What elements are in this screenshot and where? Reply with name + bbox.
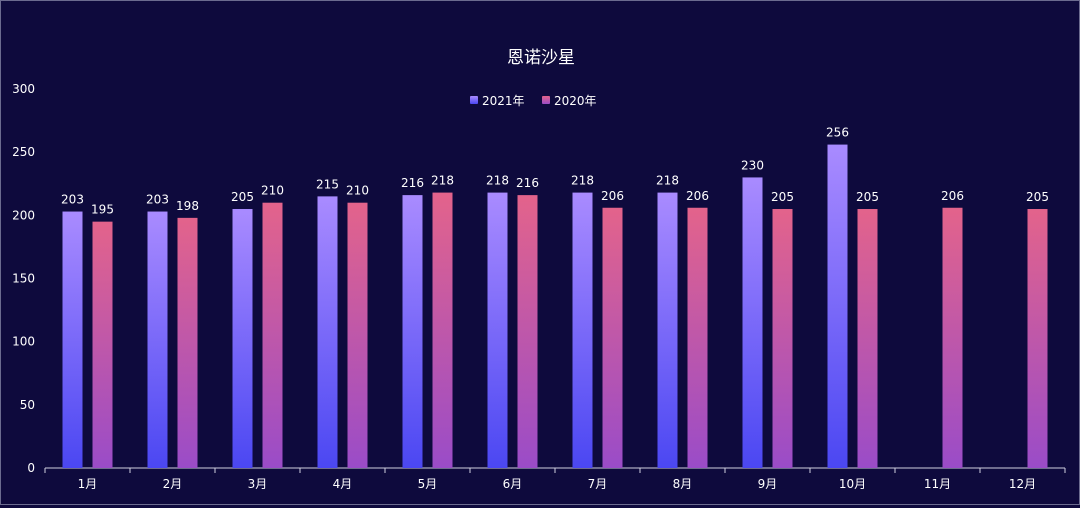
data-labels: 203 195 203 198 205 210 215 210 216 218 218 216 218 2… bbox=[61, 126, 1049, 217]
data-label: 215 bbox=[316, 177, 339, 191]
bar-2021年-4月 bbox=[317, 196, 338, 468]
x-tick-label: 7月 bbox=[588, 477, 608, 491]
data-label: 218 bbox=[571, 174, 594, 188]
data-label: 205 bbox=[231, 190, 254, 204]
x-tick-label: 6月 bbox=[503, 477, 523, 491]
bar-2021年-1月 bbox=[62, 211, 83, 468]
bar-2021年-8月 bbox=[657, 192, 678, 469]
y-tick-label: 300 bbox=[12, 82, 35, 96]
x-tick-label: 1月 bbox=[78, 477, 98, 491]
bar-2020年-5月 bbox=[432, 192, 453, 469]
bar-2021年-7月 bbox=[572, 192, 593, 469]
bar-2021年-5月 bbox=[402, 195, 423, 468]
data-label: 205 bbox=[1026, 190, 1049, 204]
data-label: 210 bbox=[261, 184, 284, 198]
bar-2020年-2月 bbox=[177, 217, 198, 468]
legend-label: 2020年 bbox=[554, 94, 597, 108]
x-tick-label: 3月 bbox=[248, 477, 268, 491]
x-tick-label: 8月 bbox=[673, 477, 693, 491]
data-label: 256 bbox=[826, 126, 849, 140]
data-label: 198 bbox=[176, 199, 199, 213]
legend-label: 2021年 bbox=[482, 94, 525, 108]
data-label: 210 bbox=[346, 184, 369, 198]
data-label: 218 bbox=[431, 174, 454, 188]
bar-2020年-11月 bbox=[942, 207, 963, 468]
bar-2020年-3月 bbox=[262, 202, 283, 468]
bars bbox=[62, 144, 1048, 469]
data-label: 203 bbox=[61, 193, 84, 207]
x-tick-label: 4月 bbox=[333, 477, 353, 491]
bar-2020年-6月 bbox=[517, 195, 538, 468]
x-tick-label: 9月 bbox=[758, 477, 778, 491]
data-label: 206 bbox=[686, 189, 709, 203]
bar-2020年-9月 bbox=[772, 209, 793, 468]
chart-title: 恩诺沙星 bbox=[507, 48, 575, 68]
x-tick-label: 5月 bbox=[418, 477, 438, 491]
y-tick-label: 200 bbox=[12, 208, 35, 222]
data-label: 206 bbox=[601, 189, 624, 203]
x-tick-label: 2月 bbox=[163, 477, 183, 491]
y-tick-label: 250 bbox=[12, 145, 35, 159]
x-tick-label: 12月 bbox=[1009, 477, 1036, 491]
data-label: 216 bbox=[401, 176, 424, 190]
bar-2021年-10月 bbox=[827, 144, 848, 468]
data-label: 206 bbox=[941, 189, 964, 203]
y-tick-label: 100 bbox=[12, 335, 35, 349]
bar-2020年-10月 bbox=[857, 209, 878, 468]
bar-2020年-1月 bbox=[92, 221, 113, 468]
y-tick-label: 0 bbox=[27, 461, 35, 475]
legend-swatch bbox=[470, 96, 478, 104]
x-tick-label: 10月 bbox=[839, 477, 866, 491]
bar-2020年-7月 bbox=[602, 207, 623, 468]
data-label: 218 bbox=[656, 174, 679, 188]
data-label: 203 bbox=[146, 193, 169, 207]
x-tick-label: 11月 bbox=[924, 477, 951, 491]
data-label: 195 bbox=[91, 203, 114, 217]
y-axis: 0 50 100 150 200 250 300 bbox=[12, 82, 35, 475]
legend-swatch bbox=[542, 96, 550, 104]
bar-2021年-2月 bbox=[147, 211, 168, 468]
y-tick-label: 150 bbox=[12, 272, 35, 286]
x-axis: 1月 2月 3月 4月 5月 6月 7月 8月 9月 10月 11月 12月 bbox=[44, 467, 1066, 491]
bar-2020年-12月 bbox=[1027, 209, 1048, 468]
data-label: 218 bbox=[486, 174, 509, 188]
y-tick-label: 50 bbox=[20, 398, 35, 412]
legend: 2021年 2020年 bbox=[470, 94, 597, 108]
bar-2020年-4月 bbox=[347, 202, 368, 468]
bar-2021年-9月 bbox=[742, 177, 763, 468]
bar-2021年-6月 bbox=[487, 192, 508, 469]
data-label: 230 bbox=[741, 158, 764, 172]
bar-2021年-3月 bbox=[232, 209, 253, 468]
data-label: 216 bbox=[516, 176, 539, 190]
data-label: 205 bbox=[771, 190, 794, 204]
bar-2020年-8月 bbox=[687, 207, 708, 468]
data-label: 205 bbox=[856, 190, 879, 204]
